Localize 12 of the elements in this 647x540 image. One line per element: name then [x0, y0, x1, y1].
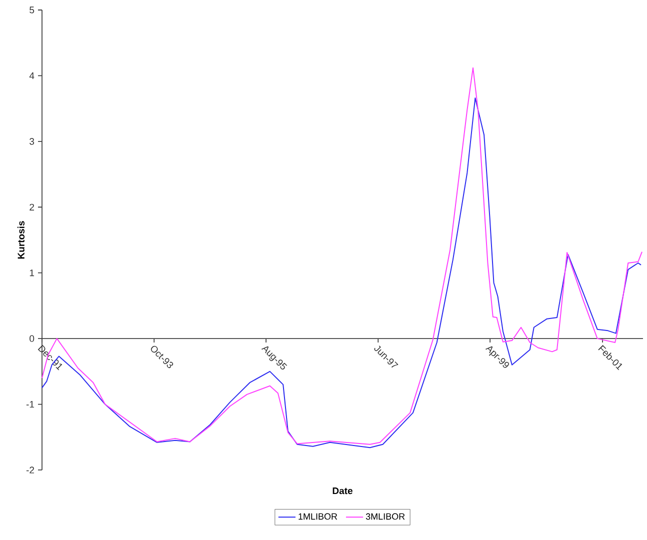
y-tick-label: 4 — [29, 72, 34, 79]
y-tick-label: 5 — [30, 6, 34, 14]
legend-label: 1MLIBOR — [298, 513, 338, 520]
legend-label: 3MLIBOR — [366, 513, 405, 520]
y-tick-label: 0 — [30, 335, 34, 342]
x-axis-title: Date — [332, 488, 352, 494]
y-axis-title: Kurtosis — [18, 221, 24, 259]
y-tick-label: -2 — [26, 466, 34, 474]
y-tick-label: 1 — [30, 270, 34, 276]
y-tick-label: -1 — [26, 401, 34, 408]
y-tick-label: 3 — [30, 138, 34, 145]
y-tick-label: 2 — [30, 204, 34, 210]
